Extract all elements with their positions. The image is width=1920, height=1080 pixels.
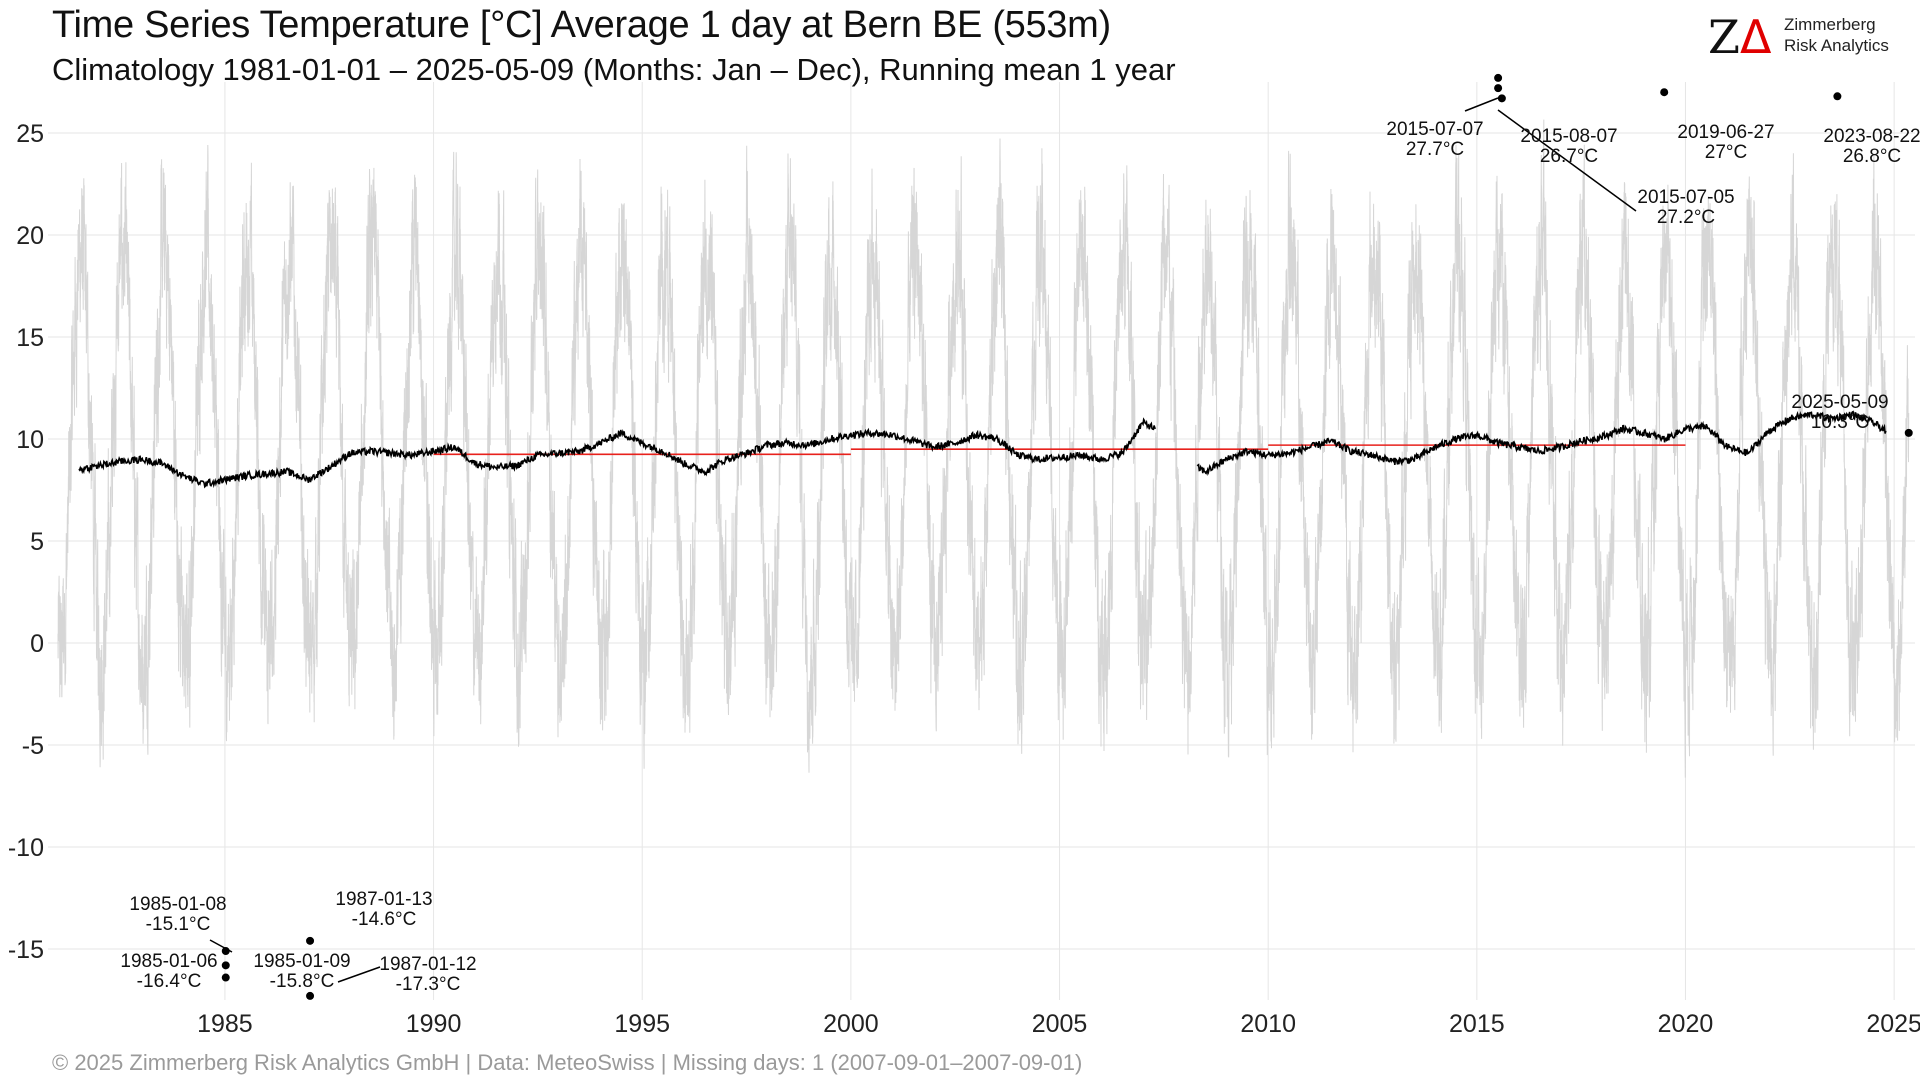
x-tick-label: 2015 — [1449, 1010, 1505, 1038]
annotation-date: 1985-01-06 — [120, 951, 217, 972]
extreme-point — [1833, 92, 1842, 101]
annotation-value: 26.8°C — [1843, 146, 1901, 167]
annotation-date: 2025-05-09 — [1791, 392, 1888, 413]
y-tick-label: 0 — [30, 630, 44, 658]
annotation-value: 27.7°C — [1406, 139, 1464, 160]
y-tick-label: 25 — [16, 120, 44, 148]
grid — [48, 82, 1915, 1000]
extreme-point — [306, 991, 315, 1000]
annotation-value: 27°C — [1705, 142, 1747, 163]
annotation-date: 2015-07-05 — [1637, 187, 1734, 208]
extreme-point — [1497, 94, 1506, 103]
annotation-date: 1985-01-09 — [253, 951, 350, 972]
annotation-leader — [209, 939, 233, 953]
x-tick-label: 2000 — [823, 1010, 879, 1038]
x-tick-label: 2025 — [1866, 1010, 1920, 1038]
extreme-point — [221, 961, 230, 970]
annotation-value: -15.1°C — [146, 914, 211, 935]
annotation-date: 2015-07-07 — [1386, 119, 1483, 140]
daily-temperature-line — [57, 119, 1910, 778]
company-logo: Z Δ Zimmerberg Risk Analytics — [1708, 12, 1908, 62]
running-mean-series — [78, 410, 1887, 489]
footer-credits: © 2025 Zimmerberg Risk Analytics GmbH | … — [52, 1050, 1083, 1075]
latest-value-point — [1904, 428, 1913, 437]
running-mean-line — [78, 417, 1157, 489]
y-tick-label: -15 — [8, 936, 44, 964]
annotation-date: 1987-01-12 — [379, 954, 476, 975]
y-tick-label: 10 — [16, 426, 44, 454]
annotation-date: 2019-06-27 — [1677, 122, 1774, 143]
annotation-date: 1985-01-08 — [129, 894, 226, 915]
annotation-value: -14.6°C — [352, 909, 417, 930]
logo-name-line2: Risk Analytics — [1784, 36, 1889, 55]
annotation-value: -16.4°C — [137, 971, 202, 992]
logo-name-line1: Zimmerberg — [1784, 15, 1876, 34]
annotation-date: 1987-01-13 — [335, 889, 432, 910]
extreme-point — [1494, 84, 1503, 93]
extreme-point — [306, 936, 315, 945]
annotation-value: -17.3°C — [396, 974, 461, 995]
annotation-date: 2023-08-22 — [1823, 126, 1920, 147]
y-tick-label: -10 — [8, 834, 44, 862]
annotation-value: -15.8°C — [270, 971, 335, 992]
x-tick-label: 2005 — [1032, 1010, 1088, 1038]
annotation-value: 27.2°C — [1657, 207, 1715, 228]
y-tick-label: 5 — [30, 528, 44, 556]
annotation-date: 2015-08-07 — [1520, 126, 1617, 147]
y-tick-label: 15 — [16, 324, 44, 352]
y-tick-label: -5 — [22, 732, 44, 760]
x-tick-label: 1990 — [406, 1010, 462, 1038]
chart-title: Time Series Temperature [°C] Average 1 d… — [52, 4, 1111, 46]
chart-subtitle: Climatology 1981-01-01 – 2025-05-09 (Mon… — [52, 52, 1176, 87]
x-tick-label: 1995 — [614, 1010, 670, 1038]
axis-ticks: 1985 1990 1995 2000 2005 2010 2015 2020 2025-15-… — [8, 120, 1920, 1038]
annotation-leader — [1464, 97, 1499, 112]
daily-series — [57, 119, 1910, 778]
y-tick-label: 20 — [16, 222, 44, 250]
extreme-point — [1494, 73, 1503, 82]
running-mean-line — [1196, 410, 1887, 477]
logo-z-mark: Z — [1708, 10, 1740, 64]
annotation-value: 26.7°C — [1540, 146, 1598, 167]
annotation-leader — [337, 966, 381, 983]
x-tick-label: 1985 — [197, 1010, 253, 1038]
x-tick-label: 2020 — [1658, 1010, 1714, 1038]
annotation-value: 10.3°C — [1811, 412, 1869, 433]
extreme-point — [221, 973, 230, 982]
x-tick-label: 2010 — [1240, 1010, 1296, 1038]
extreme-point — [1660, 88, 1669, 97]
logo-triangle-icon: Δ — [1740, 10, 1772, 64]
annotation-leader — [1497, 109, 1637, 212]
